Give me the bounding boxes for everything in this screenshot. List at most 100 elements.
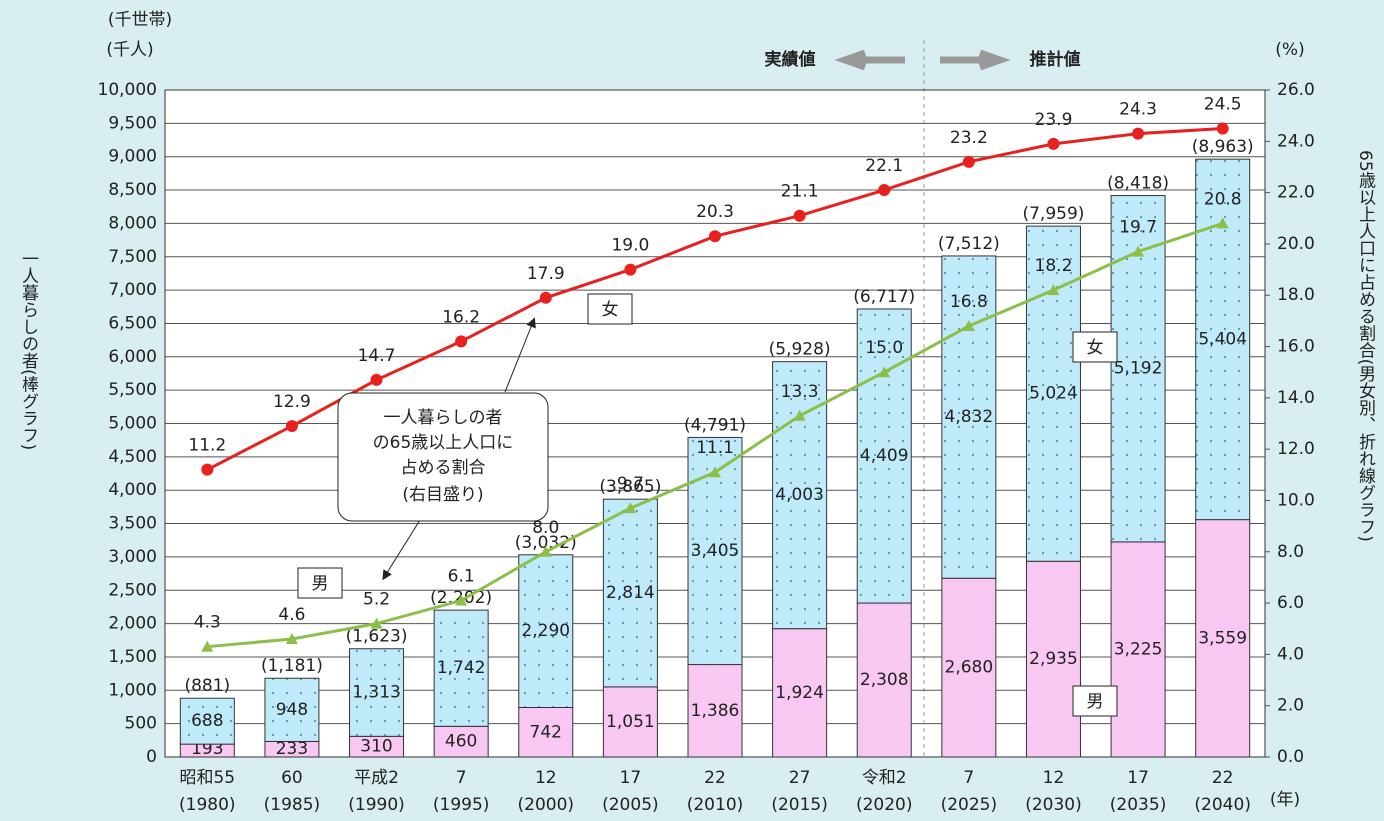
tag-text: 女 — [1087, 338, 1104, 358]
point — [962, 320, 975, 332]
tag — [297, 567, 343, 599]
tag-text: 男 — [1087, 692, 1104, 712]
x-tick-label: 22 — [704, 768, 726, 788]
point — [709, 466, 721, 478]
y2-tick-label: 16.0 — [1277, 337, 1315, 357]
point-label: 18.2 — [1035, 256, 1073, 276]
bar-label: 1,313 — [352, 683, 401, 703]
x-tick-label: 17 — [620, 768, 642, 788]
point — [455, 594, 468, 606]
y-title: 一人暮らしの者(棒グラフ) — [18, 250, 39, 450]
total-label: (7,512) — [938, 234, 1000, 254]
point — [370, 373, 383, 386]
y-tick-label: 4,000 — [108, 480, 157, 500]
point — [285, 420, 298, 433]
y2-title: 65歳以上人口に占める割合(男女別、折れ線グラフ) — [1355, 150, 1376, 542]
bar-label: 5,192 — [1114, 359, 1163, 379]
bar-segment — [1110, 541, 1166, 758]
y-tick-label: 3,000 — [108, 547, 157, 567]
point-label: 19.0 — [611, 236, 649, 256]
y-tick-label: 8,000 — [108, 213, 157, 233]
tag — [1072, 685, 1118, 717]
bar-label: 2,308 — [860, 670, 909, 690]
bar-label: 1,051 — [606, 712, 655, 732]
bar-label: 4,003 — [775, 485, 824, 505]
bar-label: 3,225 — [1114, 639, 1163, 659]
bar-label: 310 — [360, 737, 392, 757]
y-tick-label: 5,000 — [108, 414, 157, 434]
total-label: (4,791) — [684, 415, 746, 435]
bar-label: 2,814 — [606, 583, 655, 603]
bar-segment — [1195, 519, 1251, 758]
x-tick-label: (1985) — [264, 795, 321, 815]
bar-segment — [433, 609, 489, 727]
y-tick-label: 9,500 — [108, 113, 157, 133]
bar-label: 2,680 — [945, 658, 994, 678]
point — [962, 155, 975, 168]
y2-tick-label: 26.0 — [1277, 80, 1315, 100]
point — [1047, 137, 1060, 150]
x-tick-label: 22 — [1212, 768, 1234, 788]
annotation-text: の65歳以上人口に — [373, 433, 514, 453]
y-tick-label: 5,500 — [108, 380, 157, 400]
point-label: 23.2 — [950, 128, 988, 148]
y2-tick-label: 22.0 — [1277, 183, 1315, 203]
bar-label: 2,935 — [1029, 649, 1078, 669]
bar-label: 742 — [530, 722, 562, 742]
annotation: 一人暮らしの者 の65歳以上人口に 占める割合 (右目盛り) 女 女 男 男 — [297, 293, 1118, 717]
y2-tick-label: 24.0 — [1277, 131, 1315, 151]
tag-text: 女 — [602, 300, 619, 320]
bar-segment — [179, 697, 235, 745]
y-tick-label: 6,000 — [108, 347, 157, 367]
marks: 0 500 1,000 1,500 2,000 2,500 3,000 3,500 4,000 4… — [98, 80, 1315, 815]
point — [285, 632, 298, 644]
y-tick-label: 6,500 — [108, 313, 157, 333]
bar-segment — [602, 686, 658, 758]
y2-tick-label: 14.0 — [1277, 388, 1315, 408]
bar-label: 4,832 — [945, 407, 994, 427]
bar-label: 948 — [276, 700, 308, 720]
y-tick-label: 2,500 — [108, 580, 157, 600]
x-tick-label: (1995) — [433, 795, 490, 815]
x-tick-label: (2025) — [941, 795, 998, 815]
point-label: 13.3 — [781, 382, 819, 402]
tag — [587, 293, 633, 325]
point — [1132, 245, 1145, 257]
arrow — [834, 49, 905, 71]
annotation-text: 占める割合 — [401, 458, 486, 478]
y-tick-label: 2,000 — [108, 614, 157, 634]
arrow — [940, 49, 1011, 71]
y-tick-label: 9,000 — [108, 147, 157, 167]
bar-label: 2,290 — [521, 621, 570, 641]
y-tick-label: 7,000 — [108, 280, 157, 300]
y2-tick-label: 12.0 — [1277, 439, 1315, 459]
x-tick-label: (2040) — [1194, 795, 1251, 815]
point — [370, 617, 383, 629]
point-label: 17.9 — [527, 264, 565, 284]
total-label: (3,865) — [599, 477, 661, 497]
point — [201, 640, 214, 652]
point — [624, 502, 637, 514]
total-label: (1,623) — [346, 627, 408, 647]
bar-segment — [349, 648, 405, 737]
point-label: 20.8 — [1204, 189, 1242, 209]
y2-tick-label: 18.0 — [1277, 285, 1315, 305]
y-tick-label: 1,000 — [108, 680, 157, 700]
bar-segment — [941, 255, 997, 579]
total-label: (5,928) — [769, 340, 831, 360]
bar-label: 4,409 — [860, 446, 909, 466]
y-tick-label: 1,500 — [108, 647, 157, 667]
point-label: 9.7 — [617, 474, 644, 494]
point-label: 20.3 — [696, 202, 734, 222]
annotation-text: 一人暮らしの者 — [384, 408, 503, 428]
x-tick-label: 平成2 — [354, 768, 399, 788]
total-label: (881) — [184, 676, 230, 696]
y-tick-label: 0 — [146, 747, 157, 767]
x-tick-label: (1980) — [179, 795, 236, 815]
tag — [1072, 331, 1118, 363]
y-tick-label: 10,000 — [98, 80, 157, 100]
y-tick-label: 7,500 — [108, 247, 157, 267]
bar-label: 1,924 — [775, 683, 824, 703]
point-label: 8.0 — [532, 518, 559, 538]
point — [793, 209, 806, 222]
